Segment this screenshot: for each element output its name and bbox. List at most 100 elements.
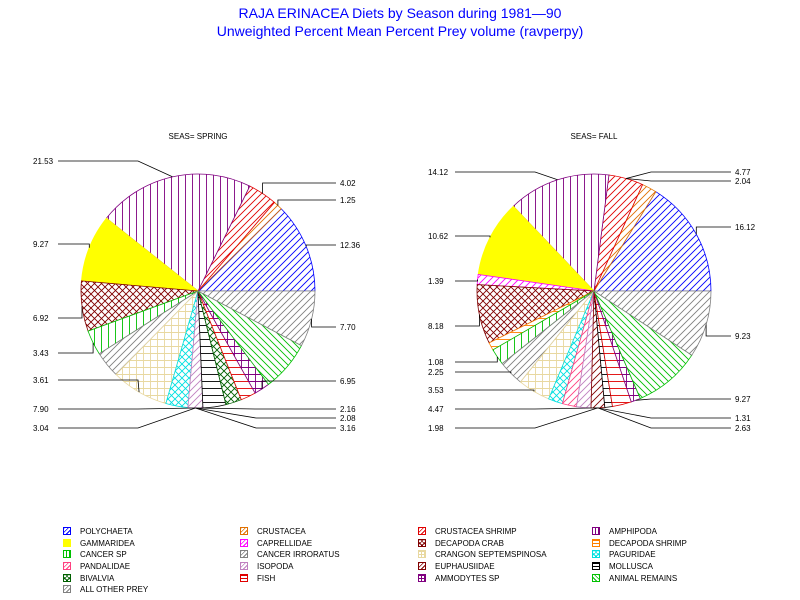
legend-label: CANCER IRRORATUS xyxy=(257,550,340,559)
pie-leader-line xyxy=(195,407,336,410)
pie-value-label: 7.70 xyxy=(340,323,356,332)
pie-value-label: 6.95 xyxy=(340,377,356,386)
pie-value-label: 16.12 xyxy=(735,223,756,232)
pie-slice-polychaeta xyxy=(197,208,316,292)
pie-leader-line xyxy=(305,244,336,247)
pie-value-label: 14.12 xyxy=(428,168,449,177)
pie-leader-line xyxy=(455,389,535,392)
legend-swatch xyxy=(592,527,600,535)
legend-item-ammodytes-sp: AMMODYTES SP xyxy=(418,573,499,584)
legend-label: EUPHAUSIIDAE xyxy=(435,562,495,571)
pie-leader-line xyxy=(195,407,336,419)
pie-leader-line xyxy=(597,407,731,429)
legend-swatch xyxy=(63,527,71,535)
legend-swatch xyxy=(63,574,71,582)
legend-label: CANCER SP xyxy=(80,550,127,559)
pie-value-label: 7.90 xyxy=(33,405,49,414)
pie-value-label: 3.53 xyxy=(428,386,444,395)
legend-item-decapoda-crab: DECAPODA CRAB xyxy=(418,538,504,549)
legend-swatch xyxy=(418,550,426,558)
legend-swatch xyxy=(63,550,71,558)
pie-leader-line xyxy=(455,314,480,327)
legend-swatch xyxy=(418,527,426,535)
legend-swatch xyxy=(418,562,426,570)
pie-value-label: 1.25 xyxy=(340,196,356,205)
legend-label: PAGURIDAE xyxy=(609,550,656,559)
legend-label: POLYCHAETA xyxy=(80,527,133,536)
legend-item-amphipoda: AMPHIPODA xyxy=(592,526,657,537)
pie-leader-line xyxy=(58,160,173,178)
legend-label: BIVALVIA xyxy=(80,574,115,583)
pie-leader-line xyxy=(195,407,336,429)
pie-leader-line xyxy=(625,171,731,179)
pie-value-label: 1.39 xyxy=(428,277,444,286)
legend-label: FISH xyxy=(257,574,276,583)
pie-value-label: 1.08 xyxy=(428,358,444,367)
pie-value-label: 3.43 xyxy=(33,349,49,358)
legend-label: DECAPODA SHRIMP xyxy=(609,539,687,548)
legend-label: CRUSTACEA xyxy=(257,527,306,536)
legend-swatch xyxy=(240,527,248,535)
legend-swatch xyxy=(240,539,248,547)
legend-label: CAPRELLIDAE xyxy=(257,539,313,548)
chart-title: RAJA ERINACEA Diets by Season during 198… xyxy=(238,5,562,21)
pie-value-label: 1.31 xyxy=(735,414,751,423)
legend-label: GAMMARIDEA xyxy=(80,539,135,548)
pie-leader-line xyxy=(695,226,731,235)
legend-swatch xyxy=(592,550,600,558)
legend-item-polychaeta: POLYCHAETA xyxy=(63,526,133,537)
legend-label: MOLLUSCA xyxy=(609,562,654,571)
legend-label: AMPHIPODA xyxy=(609,527,658,536)
pie-value-label: 2.04 xyxy=(735,177,751,186)
pie-leader-line xyxy=(455,171,558,181)
pie-leader-line xyxy=(58,306,83,319)
legend-item-fish: FISH xyxy=(240,573,275,584)
chart-subtitle: Unweighted Percent Mean Percent Prey vol… xyxy=(216,23,584,39)
pie-value-label: 6.92 xyxy=(33,314,49,323)
legend-item-bivalvia: BIVALVIA xyxy=(63,573,114,584)
legend-item-paguridae: PAGURIDAE xyxy=(592,549,656,560)
legend-item-cancer-irroratus: CANCER IRRORATUS xyxy=(240,549,340,560)
pie-leader-line xyxy=(262,182,336,194)
pie-leader-line xyxy=(58,379,140,393)
pie-value-label: 3.04 xyxy=(33,424,49,433)
pie-value-label: 2.08 xyxy=(340,414,356,423)
legend-item-pandalidae: PANDALIDAE xyxy=(63,561,130,572)
pie-title-seas-fall: SEAS= FALL xyxy=(571,132,618,141)
legend-item-all-other-prey: ALL OTHER PREY xyxy=(63,584,148,595)
pie-leader-line xyxy=(311,319,336,328)
pie-leader-line xyxy=(455,356,498,363)
legend-item-decapoda-shrimp: DECAPODA SHRIMP xyxy=(592,538,687,549)
pie-value-label: 4.77 xyxy=(735,168,751,177)
pie-value-label: 9.27 xyxy=(735,395,751,404)
pie-leader-line xyxy=(455,407,598,410)
legend-item-mollusca: MOLLUSCA xyxy=(592,561,653,572)
pie-value-label: 4.47 xyxy=(428,405,444,414)
legend-swatch xyxy=(240,550,248,558)
pie-value-label: 12.36 xyxy=(340,241,361,250)
legend-item-crustacea: CRUSTACEA xyxy=(240,526,306,537)
pie-value-label: 1.98 xyxy=(428,424,444,433)
pie-value-label: 3.61 xyxy=(33,376,49,385)
legend-item-caprellidae: CAPRELLIDAE xyxy=(240,538,312,549)
pie-value-label: 3.16 xyxy=(340,424,356,433)
legend-item-cancer-sp: CANCER SP xyxy=(63,549,127,560)
pie-seas-fall: SEAS= FALL 14.12 10.62 1.39 8.18 1.082.25 3.53… xyxy=(428,132,756,433)
pie-slice-all-other-prey xyxy=(592,290,712,356)
legend-label: PANDALIDAE xyxy=(80,562,131,571)
pie-value-label: 4.02 xyxy=(340,179,356,188)
pie-leader-line xyxy=(626,178,731,182)
pie-leader-line xyxy=(455,407,599,429)
legend-swatch xyxy=(592,574,600,582)
pie-value-label: 2.25 xyxy=(428,368,444,377)
legend-item-crustacea-shrimp: CRUSTACEA SHRIMP xyxy=(418,526,517,537)
pie-leader-line xyxy=(705,324,731,337)
pie-title-seas-spring: SEAS= SPRING xyxy=(169,132,228,141)
pie-slice-amphipoda xyxy=(512,173,610,292)
pie-value-label: 2.63 xyxy=(735,424,751,433)
legend-label: AMMODYTES SP xyxy=(435,574,500,583)
pie-leader-line xyxy=(455,235,491,238)
legend-label: DECAPODA CRAB xyxy=(435,539,504,548)
legend-swatch xyxy=(592,562,600,570)
